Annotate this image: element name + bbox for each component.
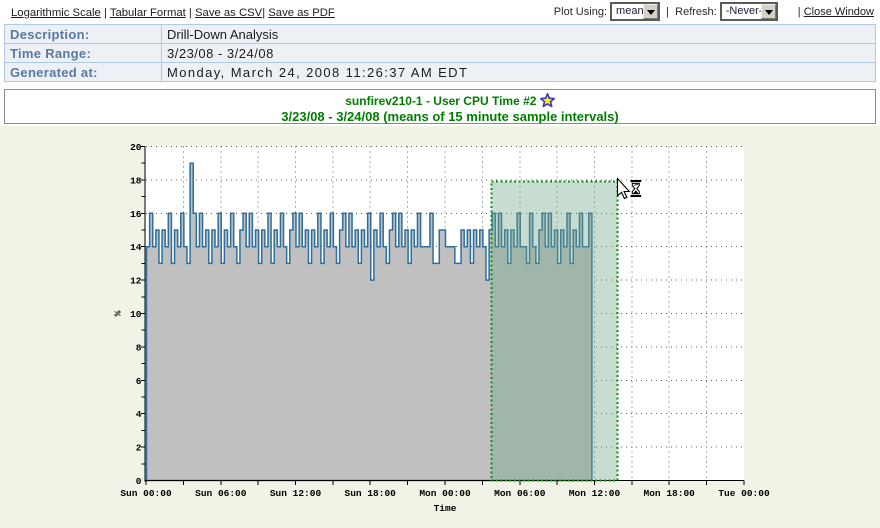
svg-text:Sun 06:00: Sun 06:00 xyxy=(195,488,247,499)
svg-text:10: 10 xyxy=(130,309,142,320)
svg-text:16: 16 xyxy=(130,209,142,220)
svg-text:%: % xyxy=(113,310,124,316)
svg-text:Mon 12:00: Mon 12:00 xyxy=(569,488,621,499)
svg-text:2: 2 xyxy=(136,443,142,454)
svg-text:Mon 06:00: Mon 06:00 xyxy=(494,488,546,499)
svg-text:Mon 00:00: Mon 00:00 xyxy=(419,488,471,499)
svg-text:Mon 18:00: Mon 18:00 xyxy=(644,488,696,499)
svg-text:Sun 18:00: Sun 18:00 xyxy=(345,488,397,499)
svg-text:6: 6 xyxy=(136,376,142,387)
svg-text:Sun 12:00: Sun 12:00 xyxy=(270,488,322,499)
svg-text:4: 4 xyxy=(136,409,142,420)
svg-text:20: 20 xyxy=(130,142,142,153)
svg-text:8: 8 xyxy=(136,342,142,353)
svg-text:18: 18 xyxy=(130,175,142,186)
svg-text:0: 0 xyxy=(136,476,142,487)
svg-text:Sun 00:00: Sun 00:00 xyxy=(120,488,172,499)
svg-text:Tue 00:00: Tue 00:00 xyxy=(718,488,770,499)
svg-text:12: 12 xyxy=(130,276,142,287)
svg-text:Time: Time xyxy=(434,503,457,514)
svg-text:14: 14 xyxy=(130,242,142,253)
